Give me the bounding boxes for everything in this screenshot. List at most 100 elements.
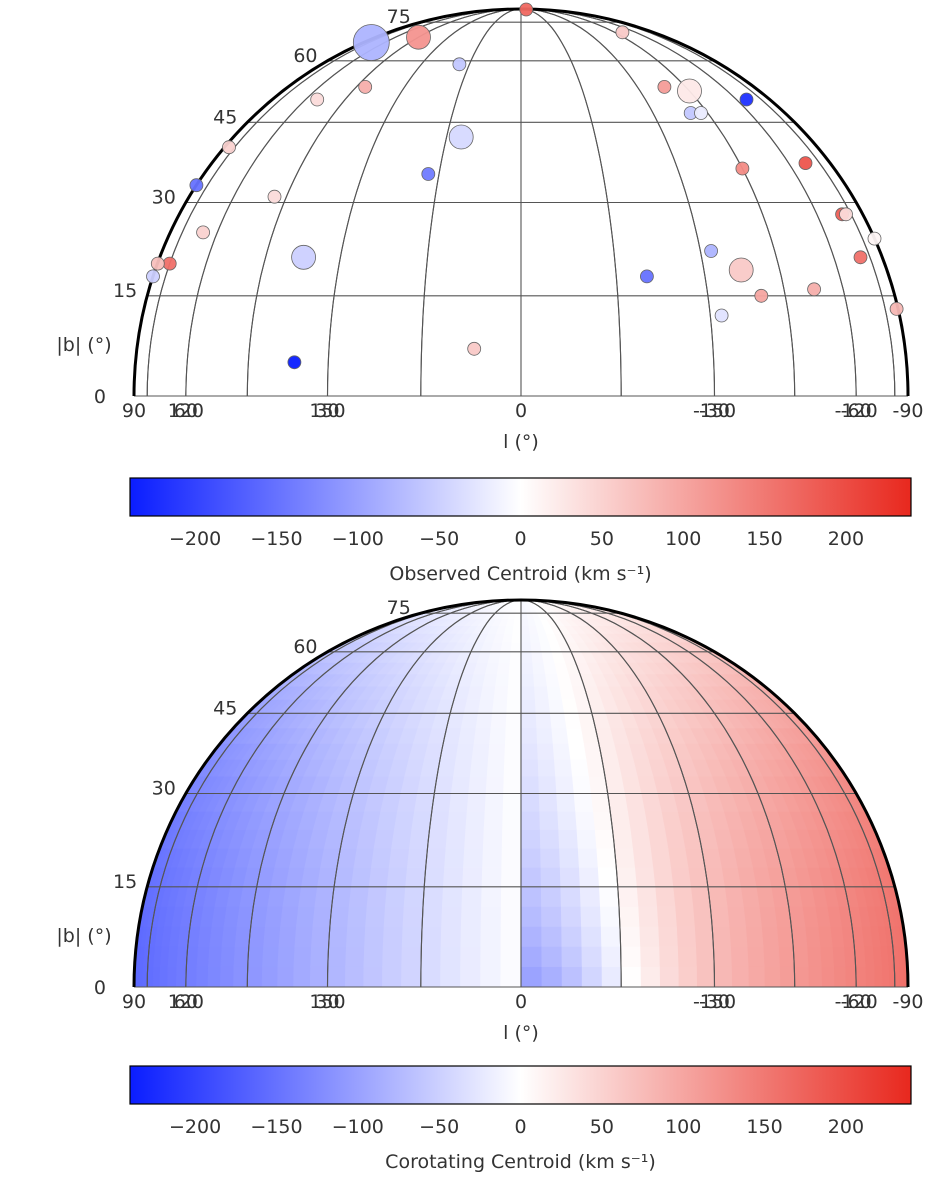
field-cell bbox=[466, 793, 487, 812]
field-cell bbox=[482, 673, 498, 687]
field-cell bbox=[298, 886, 318, 907]
field-cell bbox=[672, 886, 694, 907]
field-cell bbox=[384, 886, 406, 907]
field-cell bbox=[433, 775, 454, 794]
field-cell bbox=[520, 743, 538, 760]
field-cell bbox=[505, 712, 522, 729]
field-cell bbox=[629, 829, 651, 849]
field-cell bbox=[654, 886, 676, 907]
field-cell bbox=[624, 793, 645, 812]
field-cell bbox=[709, 906, 730, 927]
field-cell bbox=[373, 829, 395, 849]
field-cell bbox=[520, 662, 534, 675]
cloud-point bbox=[358, 80, 373, 94]
field-cell bbox=[520, 651, 533, 663]
field-cell bbox=[724, 886, 744, 907]
field-cell bbox=[420, 966, 441, 987]
field-cell bbox=[652, 867, 674, 888]
cloud-point bbox=[222, 140, 236, 155]
field-cell bbox=[512, 625, 522, 634]
sky-grid bbox=[133, 599, 909, 988]
field-cell bbox=[538, 793, 558, 812]
field-cell bbox=[500, 886, 522, 907]
field-cell bbox=[636, 886, 658, 907]
field-cell bbox=[520, 633, 531, 643]
field-cell bbox=[159, 966, 169, 987]
field-cell bbox=[740, 886, 760, 907]
field-cell bbox=[506, 699, 522, 714]
cloud-point bbox=[352, 24, 390, 61]
field-cell bbox=[657, 926, 678, 947]
field-cell bbox=[520, 727, 538, 744]
b-tick-label: 45 bbox=[213, 697, 237, 719]
field-cell bbox=[580, 946, 602, 968]
field-cell bbox=[495, 673, 510, 687]
field-cell bbox=[563, 712, 582, 729]
field-cell bbox=[600, 926, 621, 947]
field-cell bbox=[520, 685, 535, 700]
field-cell bbox=[264, 906, 284, 927]
field-cell bbox=[820, 966, 835, 987]
field-cell bbox=[484, 793, 504, 812]
field-cell bbox=[540, 946, 562, 968]
field-cell bbox=[634, 867, 656, 888]
field-cell bbox=[221, 926, 238, 947]
field-cell bbox=[152, 966, 161, 987]
field-cell bbox=[431, 793, 452, 812]
cloud-point bbox=[867, 231, 882, 246]
field-cell bbox=[793, 966, 809, 987]
l-tick-label: 90 bbox=[122, 991, 146, 1013]
field-cell bbox=[447, 810, 468, 830]
colorbar-tick-label: 0 bbox=[514, 528, 526, 550]
field-cell bbox=[490, 712, 508, 729]
field-cell bbox=[520, 618, 529, 627]
field-cell bbox=[480, 926, 502, 947]
field-cell bbox=[463, 847, 484, 868]
field-cell bbox=[560, 906, 582, 927]
field-cell bbox=[677, 946, 697, 968]
l-tick-label: 30 bbox=[315, 400, 339, 422]
field-cell bbox=[448, 793, 469, 812]
field-cell bbox=[520, 612, 528, 620]
field-cell bbox=[540, 966, 562, 987]
field-cell bbox=[280, 906, 299, 927]
l-tick-label: -90 bbox=[892, 400, 923, 422]
field-cell bbox=[350, 867, 372, 888]
l-tick-label: 120 bbox=[168, 400, 204, 422]
field-cell bbox=[581, 966, 602, 987]
field-cell bbox=[493, 685, 509, 700]
field-cell bbox=[234, 926, 252, 947]
field-cell bbox=[425, 847, 447, 868]
field-cell bbox=[388, 847, 410, 868]
cloud-point bbox=[657, 80, 672, 94]
field-cell bbox=[514, 612, 522, 620]
field-cell bbox=[707, 886, 728, 907]
observed-colorbar: −200 −150 −100 −50 0 50 100 150 200 Observed Cen… bbox=[129, 477, 912, 585]
field-cell bbox=[726, 906, 747, 927]
field-cell bbox=[329, 906, 350, 927]
field-cell bbox=[559, 886, 581, 907]
field-cell bbox=[580, 926, 602, 947]
field-cell bbox=[513, 618, 522, 627]
field-cell bbox=[464, 829, 485, 849]
cloud-point bbox=[798, 156, 813, 171]
field-cell bbox=[567, 743, 587, 760]
cloud-point bbox=[807, 282, 821, 297]
field-cell bbox=[487, 743, 506, 760]
field-cell bbox=[500, 946, 522, 968]
l-tick-label: 150 bbox=[309, 400, 345, 422]
field-cell bbox=[370, 847, 392, 868]
l-tick-label: -120 bbox=[835, 400, 878, 422]
field-cell bbox=[500, 926, 522, 947]
cloud-point bbox=[452, 57, 467, 72]
field-cell bbox=[579, 906, 601, 927]
field-cell bbox=[640, 966, 661, 987]
field-cell bbox=[590, 793, 611, 812]
field-cell bbox=[441, 886, 463, 907]
field-cell bbox=[486, 759, 505, 777]
field-cell bbox=[549, 712, 567, 729]
field-cell bbox=[220, 946, 236, 968]
cloud-point bbox=[728, 257, 754, 283]
field-cell bbox=[397, 793, 418, 812]
